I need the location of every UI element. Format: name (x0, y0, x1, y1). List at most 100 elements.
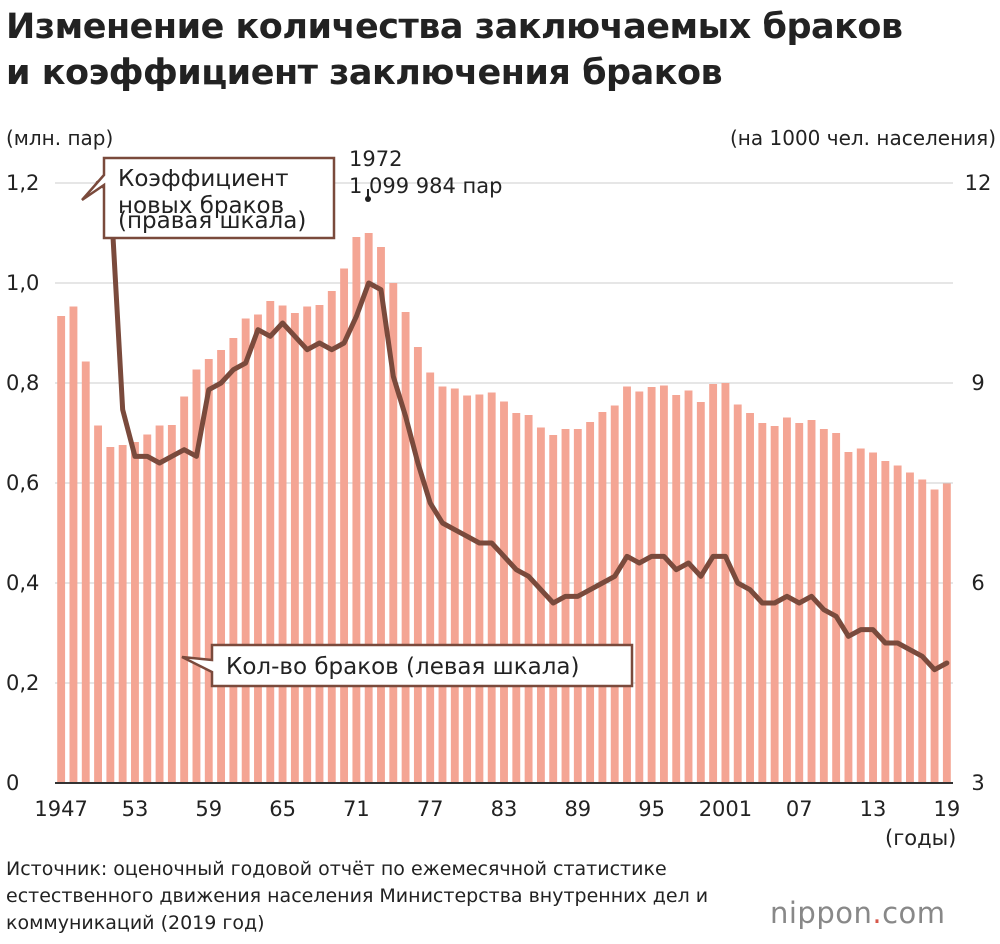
bar-2002 (733, 404, 742, 783)
y-left-tick-label: 0,2 (6, 671, 39, 695)
legend-rate-line-3: (правая шкала) (118, 208, 306, 234)
bar-1995 (647, 387, 656, 783)
x-tick-label: 83 (491, 797, 518, 821)
bar-1961 (229, 338, 238, 783)
bar-1956 (167, 425, 176, 783)
x-tick-label: 65 (269, 797, 296, 821)
y-left-tick-label: 0,4 (6, 571, 39, 595)
bar-1976 (413, 347, 422, 783)
left-axis-unit: (млн. пар) (6, 126, 114, 150)
bar-2012 (856, 448, 865, 783)
bar-1986 (536, 427, 545, 783)
legend-rate-callout: Коэффициент новых браков (правая шкала) (81, 156, 336, 240)
bar-1962 (241, 318, 250, 783)
bar-1954 (143, 434, 152, 783)
bar-2011 (844, 452, 853, 783)
bar-1991 (598, 412, 607, 783)
bar-1998 (684, 390, 693, 783)
bar-2008 (807, 420, 816, 783)
nippon-logo: nippon.com (770, 896, 946, 930)
bar-1969 (327, 291, 336, 783)
bar-1978 (438, 386, 447, 783)
bar-2014 (881, 461, 890, 783)
bar-1966 (290, 313, 299, 783)
x-tick-label: 07 (786, 797, 813, 821)
bar-1987 (549, 435, 558, 783)
bar-1971 (352, 237, 361, 783)
bar-1950 (94, 425, 102, 783)
peak-value-label: 1 099 984 пар (349, 174, 502, 198)
y-left-tick-label: 1,2 (6, 171, 39, 195)
y-left-tick-label: 1,0 (6, 271, 39, 295)
legend-count-label: Кол-во браков (левая шкала) (226, 654, 579, 680)
bar-1964 (266, 301, 275, 783)
bar-1947 (57, 316, 66, 783)
peak-year-label: 1972 (349, 147, 402, 171)
bar-1988 (561, 429, 570, 783)
x-tick-label: 13 (860, 797, 887, 821)
x-tick-label: 2001 (699, 797, 752, 821)
bar-1963 (254, 314, 262, 783)
bar-1982 (487, 392, 496, 783)
y-left-tick-label: 0,8 (6, 371, 39, 395)
bar-1957 (180, 396, 189, 783)
tick-labels: 0 0,2 0,4 0,6 0,8 1,0 1,2 3 6 9 12 1947 53 59 65 71 77 83… (6, 171, 991, 821)
bar-series (57, 233, 951, 783)
y-right-tick-label: 9 (971, 371, 984, 395)
right-axis-unit: (на 1000 чел. населения) (730, 126, 996, 150)
x-tick-label: 95 (638, 797, 665, 821)
bar-2001 (721, 383, 730, 783)
x-tick-label: 71 (343, 797, 370, 821)
legend-count-callout: Кол-во браков (левая шкала) (181, 643, 634, 688)
chart-title-line-2: и коэффициент заключения браков (6, 53, 723, 93)
bar-2018 (930, 489, 939, 783)
chart-title-line-1: Изменение количества заключаемых браков (6, 7, 903, 47)
bar-1999 (696, 402, 705, 783)
bar-2006 (782, 417, 791, 783)
bar-1952 (118, 445, 127, 783)
peak-leader-dot (365, 196, 371, 202)
bar-2000 (709, 384, 718, 783)
bar-1984 (512, 413, 521, 783)
bar-1968 (315, 305, 324, 783)
x-tick-label: 89 (564, 797, 591, 821)
bar-2010 (832, 433, 841, 783)
bar-1989 (573, 429, 582, 783)
bar-2003 (746, 413, 754, 783)
y-left-tick-label: 0 (6, 771, 19, 795)
bar-1994 (635, 391, 644, 783)
x-tick-label: 19 (933, 797, 960, 821)
chart-title: Изменение количества заключаемых браков … (6, 4, 996, 96)
bar-1979 (450, 388, 459, 783)
y-right-tick-label: 12 (965, 171, 992, 195)
x-tick-label: 59 (195, 797, 222, 821)
bar-1992 (610, 405, 619, 783)
bar-1997 (672, 395, 681, 783)
y-right-tick-label: 3 (971, 771, 984, 795)
bar-1953 (131, 442, 139, 783)
bar-1974 (389, 283, 398, 783)
bar-1975 (401, 312, 410, 783)
bar-1972 (364, 233, 373, 783)
bar-1959 (204, 359, 213, 783)
bar-2013 (869, 452, 877, 783)
bar-1973 (377, 247, 385, 783)
bar-1958 (192, 369, 201, 783)
x-tick-label: 53 (122, 797, 149, 821)
bar-1990 (586, 422, 595, 783)
x-tick-label: 1947 (34, 797, 87, 821)
logo-dot: . (872, 896, 883, 930)
y-right-tick-label: 6 (971, 571, 984, 595)
logo-name: nippon (770, 896, 873, 930)
bar-2016 (906, 472, 914, 783)
bar-1977 (426, 372, 435, 783)
x-axis-unit: (годы) (885, 826, 957, 850)
y-left-tick-label: 0,6 (6, 471, 39, 495)
source-note: Источник: оценочный годовой отчёт по еже… (6, 858, 709, 934)
bar-1967 (303, 306, 312, 783)
legend-rate-line-1: Коэффициент (118, 166, 289, 192)
bar-2019 (942, 483, 951, 783)
bar-1993 (623, 386, 631, 783)
bar-1955 (155, 425, 164, 783)
